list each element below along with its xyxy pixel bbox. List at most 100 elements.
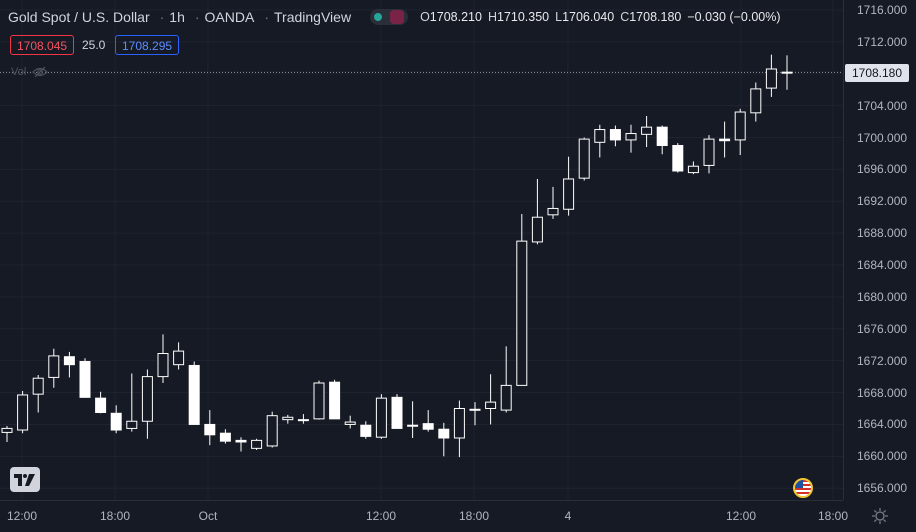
candle-body-up — [375, 397, 387, 438]
candle — [687, 161, 699, 175]
candle — [375, 394, 387, 439]
high-key: H — [487, 10, 497, 24]
sell-price-button[interactable]: 1708.045 — [10, 35, 75, 55]
chart-pane[interactable] — [0, 0, 843, 500]
candle — [656, 125, 668, 155]
candle-body-up — [547, 207, 559, 216]
candle-body-up — [453, 408, 465, 439]
candle — [282, 414, 294, 424]
change-value: −0.030 (−0.00%) — [687, 10, 781, 24]
interval-label[interactable]: 1h — [169, 9, 185, 25]
spread-value: 25.0 — [82, 38, 106, 52]
candle-body-up — [17, 394, 29, 431]
candle — [32, 375, 44, 413]
candle — [641, 116, 653, 148]
us-flag-icon[interactable] — [793, 478, 813, 498]
candle-body-down — [63, 356, 75, 366]
buy-price-button[interactable]: 1708.295 — [115, 35, 180, 55]
candle — [453, 400, 465, 458]
candle-body-down — [204, 423, 216, 436]
candle — [313, 380, 325, 420]
candle-body-up — [485, 401, 497, 409]
candle — [79, 358, 91, 398]
candle-body-down — [469, 408, 481, 411]
low-key: L — [555, 10, 563, 24]
time-axis[interactable]: 12:00 18:00 Oct 12:00 18:00 4 12:00 18:00 — [0, 500, 848, 532]
candle — [95, 391, 107, 414]
candle — [719, 121, 731, 158]
candle — [781, 55, 793, 90]
candle — [157, 334, 169, 383]
candle-body-up — [344, 421, 356, 425]
price-tick-label: 1688.000 — [857, 226, 908, 241]
time-tick-label: 4 — [564, 509, 572, 523]
candle — [1, 426, 13, 442]
candle-body-down — [219, 432, 231, 442]
candle — [235, 437, 247, 452]
price-tick-label: 1692.000 — [857, 194, 908, 209]
candle — [63, 351, 75, 378]
candle-body-up — [703, 138, 715, 166]
ohlc-change: −0.030 (−0.00%) — [687, 10, 780, 24]
candle-body-down — [110, 412, 122, 431]
candle-body-up — [765, 68, 777, 89]
candle-body-down — [188, 364, 200, 425]
candle-body-down — [719, 138, 731, 142]
price-tick-label: 1672.000 — [857, 353, 908, 368]
candle — [734, 108, 746, 156]
candle-body-up — [141, 376, 153, 422]
candle — [17, 390, 29, 434]
market-status-toggle[interactable] — [370, 9, 409, 25]
candle — [485, 374, 497, 425]
candle-body-up — [687, 165, 699, 174]
candle — [188, 361, 200, 425]
price-tick-label: 1668.000 — [857, 385, 908, 400]
price-tick-label: 1680.000 — [857, 289, 908, 304]
tradingview-logo-icon[interactable] — [10, 467, 40, 492]
legend-separator: · — [159, 9, 165, 25]
candle-body-up — [126, 420, 138, 429]
candlestick-chart[interactable] — [0, 0, 843, 500]
time-tick-label: Oct — [198, 509, 218, 523]
candle-body-down — [438, 428, 450, 439]
candle-body-up — [734, 111, 746, 141]
candle-body-up — [516, 240, 528, 386]
price-tick-label: 1684.000 — [857, 258, 908, 273]
candle — [407, 401, 419, 438]
platform-label: TradingView — [274, 9, 352, 25]
candle — [204, 410, 216, 446]
candle — [765, 54, 777, 97]
close-key: C — [620, 10, 630, 24]
candle — [48, 348, 60, 388]
time-tick-label: 18:00 — [458, 509, 490, 523]
candle-body-up — [594, 129, 606, 143]
candle — [344, 415, 356, 429]
candle-body-up — [531, 216, 543, 243]
candle-body-up — [1, 427, 13, 433]
price-tick-label: 1660.000 — [857, 449, 908, 464]
candle-body-up — [641, 126, 653, 135]
candle — [126, 373, 138, 432]
candle-body-down — [360, 424, 372, 437]
candle-body-up — [750, 88, 762, 114]
candle — [141, 369, 153, 439]
candle — [500, 346, 512, 413]
market-closed-icon — [390, 10, 405, 24]
gear-icon[interactable] — [871, 507, 889, 525]
candle-body-up — [781, 71, 793, 74]
price-tick-label: 1656.000 — [857, 481, 908, 496]
candle-body-up — [282, 416, 294, 421]
candle-body-down — [422, 423, 434, 430]
candle-body-up — [266, 415, 278, 447]
open-value: 1708.210 — [429, 10, 482, 24]
price-tick-label: 1700.000 — [857, 130, 908, 145]
candle-body-down — [672, 144, 684, 172]
time-tick-label: 18:00 — [99, 509, 131, 523]
symbol-name[interactable]: Gold Spot / U.S. Dollar — [8, 9, 150, 25]
price-tick-label: 1712.000 — [857, 34, 908, 49]
eye-off-icon[interactable] — [32, 66, 49, 78]
price-tick-label: 1716.000 — [857, 3, 908, 17]
candle — [329, 379, 341, 420]
market-open-dot-icon — [374, 13, 383, 21]
volume-legend[interactable]: Vol — [11, 66, 49, 78]
